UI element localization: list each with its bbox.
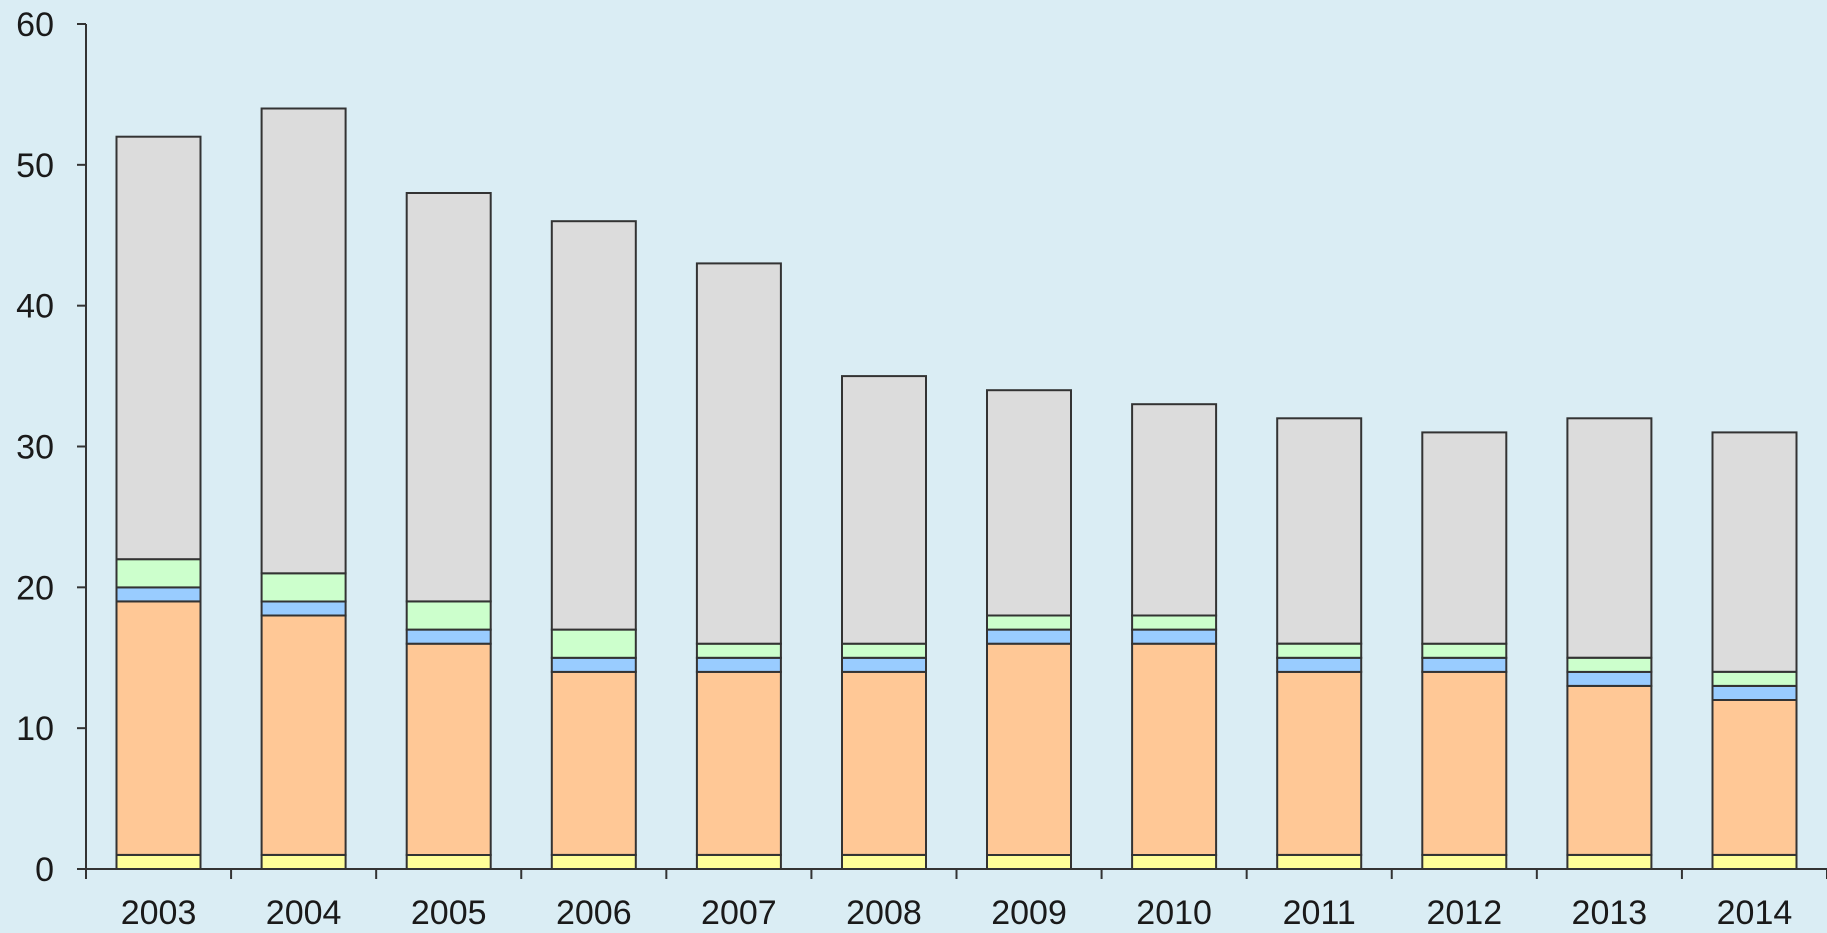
bar-segment-2005-s3 [405, 600, 492, 631]
bar-segment-2007-s0 [695, 853, 782, 871]
bar-segment-2003-s3 [115, 558, 202, 589]
x-tick-label-2004: 2004 [266, 894, 342, 932]
y-tick-label-20: 20 [16, 569, 54, 607]
y-tick-label-40: 40 [16, 288, 54, 326]
bar-segment-2013-s0 [1566, 853, 1653, 871]
bar-segment-2014-s0 [1711, 853, 1798, 871]
bar-segment-2011-s1 [1276, 670, 1363, 856]
bar-segment-2010-s2 [1131, 628, 1218, 645]
bar-segment-2011-s3 [1276, 642, 1363, 659]
bar-segment-2014-s1 [1711, 699, 1798, 856]
bar-segment-2008-s3 [841, 642, 927, 659]
bar-segment-2005-s4 [405, 192, 492, 603]
y-tick-label-10: 10 [16, 710, 54, 748]
x-tick-label-2005: 2005 [411, 894, 487, 932]
bar-segment-2014-s4 [1711, 431, 1798, 673]
x-tick-label-2006: 2006 [556, 894, 632, 932]
y-tick-label-60: 60 [16, 6, 54, 44]
bar-segment-2005-s2 [405, 628, 492, 645]
bar-segment-2009-s4 [986, 389, 1072, 617]
bar-segment-2012-s0 [1421, 853, 1508, 871]
x-tick-label-2009: 2009 [991, 894, 1067, 932]
bar-segment-2014-s2 [1711, 684, 1798, 702]
bar-segment-2010-s1 [1131, 642, 1218, 857]
bar-segment-2012-s3 [1421, 642, 1508, 659]
x-tick-label-2013: 2013 [1572, 894, 1648, 932]
bar-segment-2007-s3 [695, 642, 782, 659]
y-tick-label-50: 50 [16, 147, 54, 185]
bar-segment-2013-s4 [1566, 417, 1653, 659]
bar-segment-2007-s1 [695, 670, 782, 856]
bar-segment-2004-s2 [260, 600, 347, 617]
x-tick-label-2011: 2011 [1283, 894, 1356, 932]
x-tick-label-2014: 2014 [1717, 894, 1793, 932]
bar-segment-2007-s2 [695, 656, 782, 673]
bar-segment-2003-s2 [115, 586, 202, 603]
bar-segment-2012-s4 [1421, 431, 1508, 645]
bar-segment-2004-s0 [260, 853, 347, 871]
bar-segment-2010-s3 [1131, 614, 1218, 631]
x-tick-label-2007: 2007 [701, 894, 777, 932]
bar-segment-2006-s1 [550, 670, 637, 856]
bar-segment-2006-s0 [550, 853, 637, 871]
bar-segment-2005-s1 [405, 642, 492, 857]
bar-segment-2006-s4 [550, 220, 637, 631]
bar-segment-2007-s4 [695, 262, 782, 645]
bar-segment-2004-s4 [260, 107, 347, 575]
bar-segment-2009-s2 [986, 628, 1072, 645]
bar-segment-2013-s3 [1566, 656, 1653, 673]
bar-segment-2010-s4 [1131, 403, 1218, 617]
bar-segment-2008-s0 [841, 853, 927, 871]
bar-segment-2004-s3 [260, 572, 347, 603]
bar-segment-2009-s0 [986, 853, 1072, 871]
bar-segment-2012-s2 [1421, 656, 1508, 673]
bar-segment-2013-s2 [1566, 670, 1653, 687]
bar-segment-2008-s4 [841, 375, 927, 645]
bar-segment-2014-s3 [1711, 670, 1798, 687]
y-tick-label-30: 30 [16, 429, 54, 467]
bar-segment-2008-s1 [841, 670, 927, 856]
x-tick-label-2012: 2012 [1426, 894, 1502, 932]
bar-segment-2011-s4 [1276, 417, 1363, 645]
bar-segment-2009-s3 [986, 614, 1072, 631]
bar-segment-2010-s0 [1131, 853, 1218, 871]
bar-segment-2005-s0 [405, 853, 492, 871]
bar-segment-2003-s0 [115, 853, 202, 871]
x-tick-label-2003: 2003 [121, 894, 197, 932]
bar-segment-2009-s1 [986, 642, 1072, 857]
bar-segment-2008-s2 [841, 656, 927, 673]
bar-segment-2003-s1 [115, 600, 202, 856]
x-tick-label-2008: 2008 [846, 894, 922, 932]
bar-segment-2006-s3 [550, 628, 637, 659]
bar-segment-2006-s2 [550, 656, 637, 673]
bar-segment-2003-s4 [115, 135, 202, 561]
y-tick-label-0: 0 [35, 851, 54, 889]
bar-segment-2013-s1 [1566, 684, 1653, 856]
bar-segment-2011-s2 [1276, 656, 1363, 673]
bar-segment-2004-s1 [260, 614, 347, 856]
bar-segment-2012-s1 [1421, 670, 1508, 856]
bar-segment-2011-s0 [1276, 853, 1363, 871]
x-tick-label-2010: 2010 [1136, 894, 1212, 932]
